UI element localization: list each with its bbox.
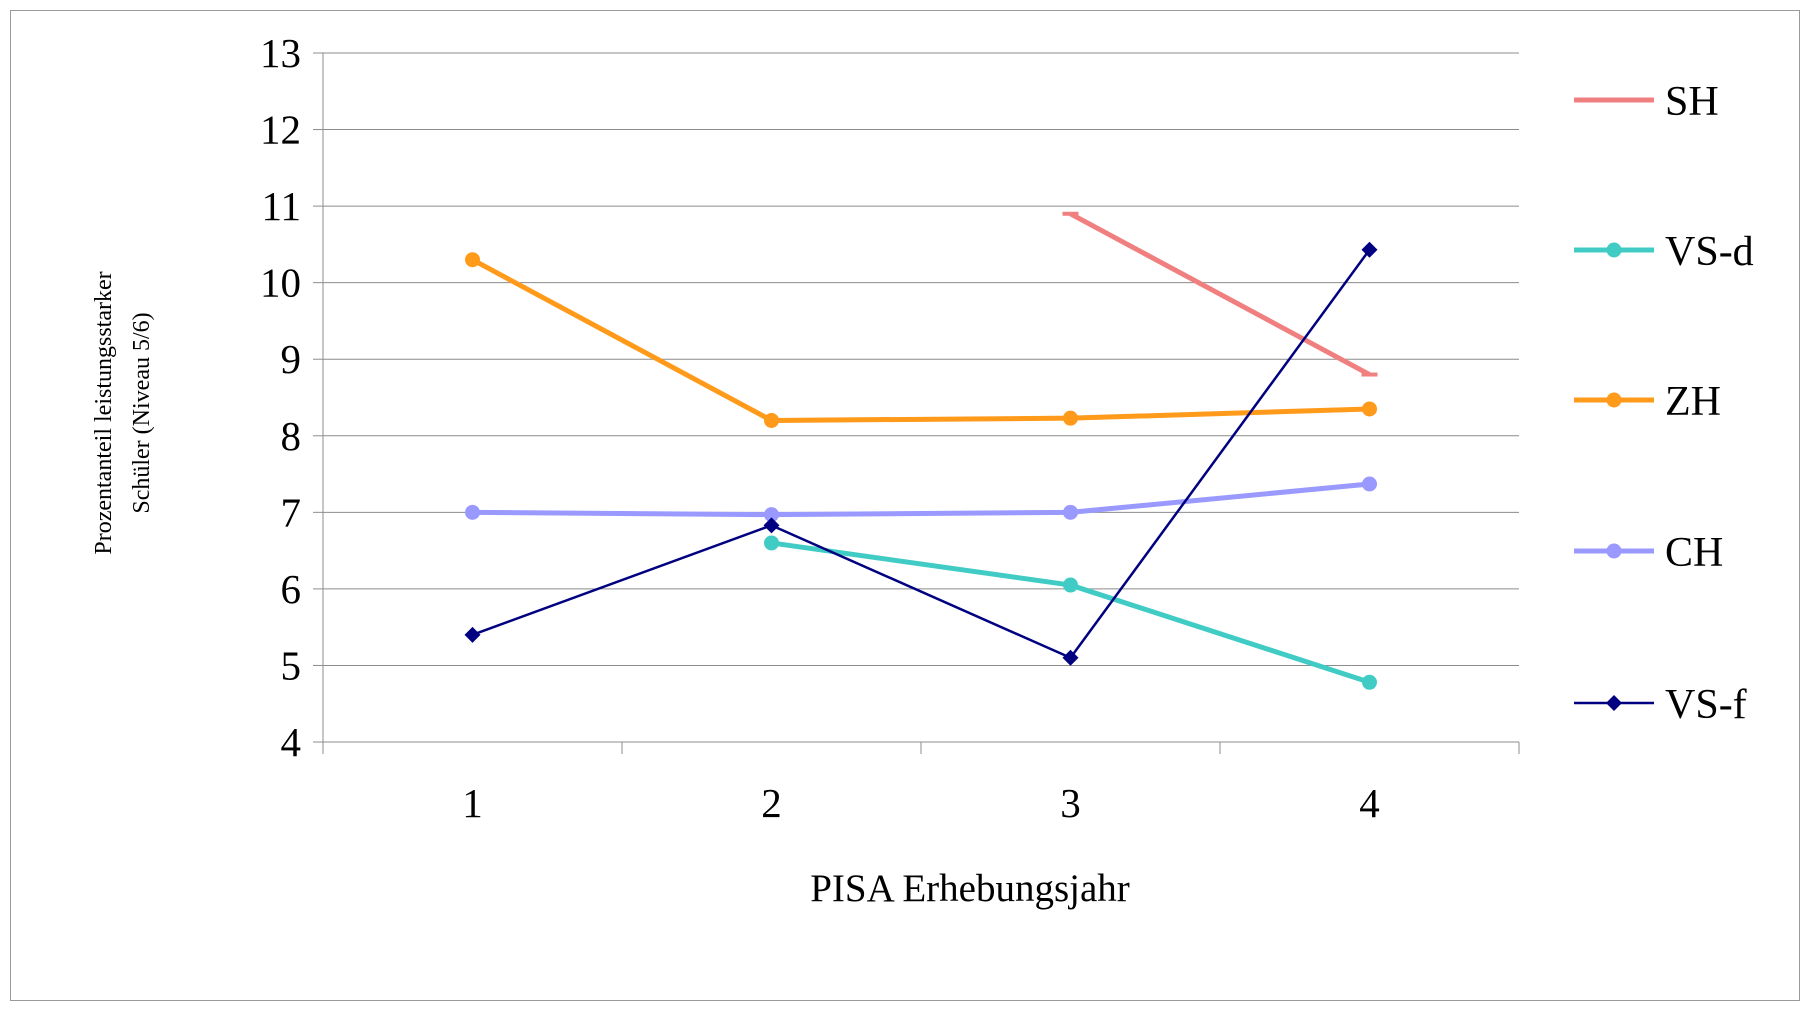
x-tick-label: 1 (462, 780, 483, 826)
legend-item-ch: CH (1574, 530, 1723, 576)
legend-item-vs-d: VS-d (1574, 229, 1754, 275)
y-tick-label: 6 (281, 566, 302, 612)
x-axis-title: PISA Erhebungsjahr (810, 867, 1130, 910)
y-tick-label: 10 (260, 260, 301, 306)
legend-marker-vs-f (1606, 695, 1622, 711)
data-point-zh (466, 253, 480, 267)
legend-marker-zh (1607, 393, 1621, 407)
y-tick-label: 13 (260, 30, 301, 76)
y-tick-label: 12 (260, 107, 301, 153)
legend-label-ch: CH (1665, 530, 1723, 576)
x-tick-label: 2 (761, 780, 782, 826)
legend-label-vs-f: VS-f (1665, 682, 1747, 728)
data-point-vs-d (1363, 675, 1377, 689)
data-point-ch (466, 505, 480, 519)
series-line-ch (473, 484, 1370, 515)
data-point-vs-d (1064, 578, 1078, 592)
legend-marker-vs-d (1607, 243, 1621, 257)
data-point-zh (1363, 402, 1377, 416)
y-axis-title-line-1: Prozentanteil leistungsstarker (91, 271, 117, 554)
legend-item-vs-f: VS-f (1574, 682, 1747, 728)
data-point-ch (1363, 477, 1377, 491)
x-tick-label: 4 (1359, 780, 1380, 826)
series-zh (466, 253, 1377, 428)
legend-marker-ch (1607, 544, 1621, 558)
data-point-vs-d (765, 536, 779, 550)
line-chart: Prozentanteil leistungsstarker Schüler (… (11, 11, 1801, 1002)
series-sh (1063, 214, 1378, 375)
y-axis-title-line-2: Schüler (Niveau 5/6) (129, 312, 155, 513)
data-point-vs-f (465, 627, 481, 643)
series-line-zh (473, 260, 1370, 421)
x-tick-label: 3 (1060, 780, 1081, 826)
series-vs-d (765, 536, 1377, 689)
data-point-zh (765, 413, 779, 427)
y-tick-label: 11 (262, 183, 301, 229)
legend-label-vs-d: VS-d (1665, 229, 1754, 275)
legend-item-zh: ZH (1574, 379, 1721, 425)
y-tick-label: 7 (281, 489, 302, 535)
y-tick-label: 8 (281, 413, 302, 459)
data-point-ch (1064, 505, 1078, 519)
y-tick-label: 9 (281, 336, 302, 382)
chart-frame: Prozentanteil leistungsstarker Schüler (… (10, 10, 1800, 1001)
series-ch (466, 477, 1377, 522)
series-line-vs-f (473, 250, 1370, 658)
legend-label-sh: SH (1665, 79, 1719, 125)
legend-label-zh: ZH (1665, 379, 1721, 425)
series-line-sh (1071, 214, 1370, 375)
y-tick-label: 4 (281, 719, 302, 765)
y-tick-label: 5 (281, 642, 302, 688)
legend-item-sh: SH (1574, 79, 1719, 125)
data-point-vs-f (764, 517, 780, 533)
data-point-zh (1064, 411, 1078, 425)
